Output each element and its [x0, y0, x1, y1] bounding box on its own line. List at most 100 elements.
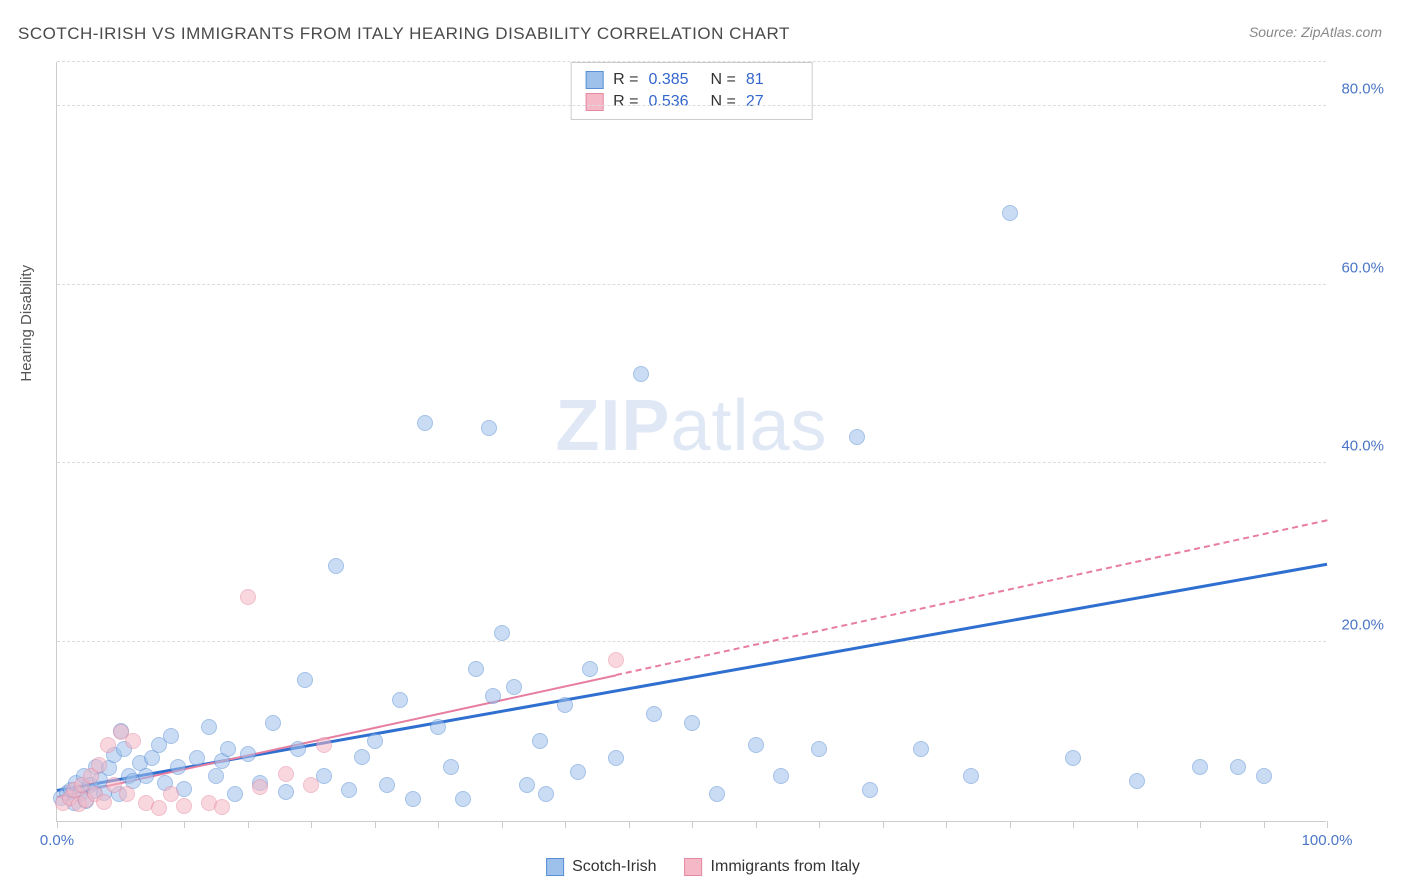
source-attribution: Source: ZipAtlas.com: [1249, 24, 1382, 40]
gridline-horizontal: [57, 284, 1326, 285]
data-point-scotch_irish: [1065, 750, 1081, 766]
data-point-scotch_irish: [1129, 773, 1145, 789]
data-point-scotch_irish: [201, 719, 217, 735]
data-point-scotch_irish: [519, 777, 535, 793]
data-point-immigrants_italy: [91, 757, 107, 773]
data-point-immigrants_italy: [151, 800, 167, 816]
data-point-scotch_irish: [862, 782, 878, 798]
data-point-scotch_irish: [582, 661, 598, 677]
stats-row-immigrants_italy: R = 0.536 N = 27: [585, 91, 798, 113]
x-tick: [883, 821, 884, 828]
data-point-scotch_irish: [709, 786, 725, 802]
r-label: R =: [613, 93, 638, 111]
data-point-immigrants_italy: [240, 589, 256, 605]
data-point-scotch_irish: [367, 733, 383, 749]
data-point-scotch_irish: [1230, 759, 1246, 775]
gridline-horizontal: [57, 105, 1326, 106]
gridline-horizontal: [57, 462, 1326, 463]
data-point-immigrants_italy: [608, 652, 624, 668]
data-point-scotch_irish: [443, 759, 459, 775]
n-value: 81: [746, 71, 798, 89]
data-point-scotch_irish: [290, 741, 306, 757]
data-point-immigrants_italy: [252, 779, 268, 795]
y-axis-label: Hearing Disability: [18, 265, 35, 382]
x-tick-label: 0.0%: [40, 832, 74, 849]
data-point-scotch_irish: [297, 672, 313, 688]
r-label: R =: [613, 71, 638, 89]
legend-item-scotch_irish: Scotch-Irish: [546, 858, 656, 876]
x-tick-label: 100.0%: [1302, 832, 1353, 849]
data-point-scotch_irish: [430, 719, 446, 735]
data-point-scotch_irish: [506, 679, 522, 695]
data-point-scotch_irish: [138, 768, 154, 784]
chart-title: SCOTCH-IRISH VS IMMIGRANTS FROM ITALY HE…: [18, 24, 790, 44]
data-point-scotch_irish: [354, 749, 370, 765]
x-tick: [1137, 821, 1138, 828]
legend-swatch: [585, 93, 603, 111]
data-point-scotch_irish: [557, 697, 573, 713]
n-label: N =: [711, 93, 736, 111]
data-point-scotch_irish: [963, 768, 979, 784]
watermark-light: atlas: [670, 386, 827, 466]
data-point-immigrants_italy: [316, 737, 332, 753]
data-point-scotch_irish: [481, 420, 497, 436]
data-point-scotch_irish: [455, 791, 471, 807]
legend-label: Immigrants from Italy: [711, 858, 860, 876]
data-point-scotch_irish: [240, 746, 256, 762]
source-prefix: Source:: [1249, 24, 1301, 40]
scatter-plot-area: ZIPatlas R =0.385N =81R =0.536N =27 20.0…: [56, 62, 1326, 822]
x-tick: [1010, 821, 1011, 828]
data-point-immigrants_italy: [214, 799, 230, 815]
data-point-scotch_irish: [748, 737, 764, 753]
x-tick: [692, 821, 693, 828]
data-point-scotch_irish: [646, 706, 662, 722]
data-point-scotch_irish: [849, 429, 865, 445]
x-tick: [1264, 821, 1265, 828]
y-tick-label: 40.0%: [1334, 438, 1384, 455]
data-point-scotch_irish: [328, 558, 344, 574]
gridline-horizontal: [57, 641, 1326, 642]
legend-item-immigrants_italy: Immigrants from Italy: [685, 858, 860, 876]
x-tick: [756, 821, 757, 828]
x-tick: [946, 821, 947, 828]
n-label: N =: [711, 71, 736, 89]
r-value: 0.385: [649, 71, 701, 89]
legend-label: Scotch-Irish: [572, 858, 656, 876]
data-point-scotch_irish: [913, 741, 929, 757]
source-name: ZipAtlas.com: [1301, 24, 1382, 40]
data-point-scotch_irish: [265, 715, 281, 731]
data-point-scotch_irish: [485, 688, 501, 704]
data-point-scotch_irish: [1192, 759, 1208, 775]
data-point-scotch_irish: [684, 715, 700, 731]
x-tick: [121, 821, 122, 828]
data-point-immigrants_italy: [278, 766, 294, 782]
watermark-logo: ZIPatlas: [555, 385, 827, 467]
x-tick: [1327, 821, 1328, 828]
stats-row-scotch_irish: R = 0.385 N = 81: [585, 69, 798, 91]
x-tick: [502, 821, 503, 828]
data-point-scotch_irish: [811, 741, 827, 757]
data-point-scotch_irish: [278, 784, 294, 800]
data-point-scotch_irish: [494, 625, 510, 641]
r-value: 0.536: [649, 93, 701, 111]
data-point-scotch_irish: [220, 741, 236, 757]
data-point-scotch_irish: [208, 768, 224, 784]
data-point-immigrants_italy: [96, 794, 112, 810]
data-point-immigrants_italy: [125, 733, 141, 749]
watermark-bold: ZIP: [555, 386, 670, 466]
series-legend: Scotch-Irish Immigrants from Italy: [546, 858, 860, 876]
n-value: 27: [746, 93, 798, 111]
data-point-scotch_irish: [189, 750, 205, 766]
data-point-scotch_irish: [1256, 768, 1272, 784]
data-point-scotch_irish: [1002, 205, 1018, 221]
data-point-scotch_irish: [417, 415, 433, 431]
data-point-scotch_irish: [379, 777, 395, 793]
data-point-scotch_irish: [532, 733, 548, 749]
data-point-scotch_irish: [633, 366, 649, 382]
data-point-immigrants_italy: [100, 737, 116, 753]
x-tick: [375, 821, 376, 828]
legend-swatch: [685, 858, 703, 876]
data-point-immigrants_italy: [119, 786, 135, 802]
data-point-scotch_irish: [170, 759, 186, 775]
x-tick: [438, 821, 439, 828]
